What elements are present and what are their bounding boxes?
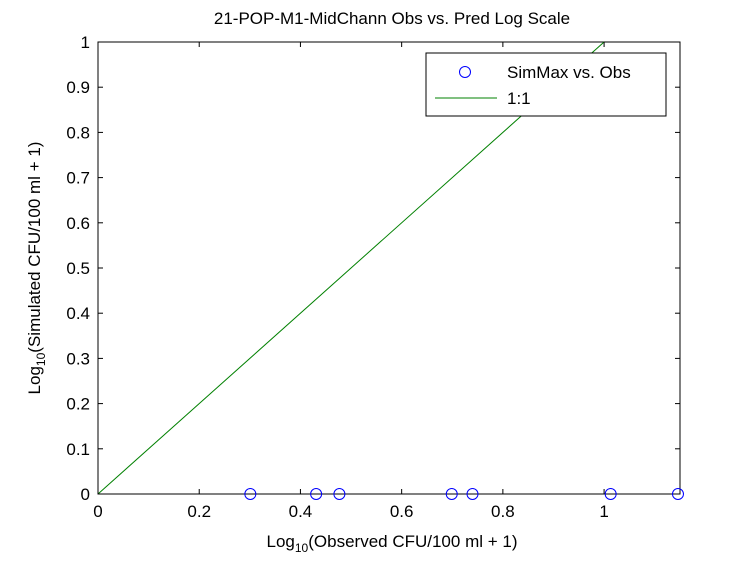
data-point: [604, 488, 617, 500]
y-tick-label: 0.9: [66, 78, 90, 97]
y-tick-label: 0.8: [66, 123, 90, 142]
legend: SimMax vs. Obs 1:1: [425, 52, 667, 117]
x-tick-label: 0.6: [390, 502, 414, 521]
x-tick-label: 0.8: [491, 502, 515, 521]
legend-label-simmax: SimMax vs. Obs: [507, 63, 631, 82]
y-tick-label: 0: [81, 485, 90, 504]
x-ticks: 0 0.2 0.4 0.6 0.8 1: [93, 42, 609, 521]
y-tick-label: 0.5: [66, 259, 90, 278]
y-axis-title: Log10(Simulated CFU/100 ml + 1): [25, 142, 48, 395]
data-point: [671, 488, 684, 500]
y-ticks: 0 0.1 0.2 0.3 0.4 0.5 0.6 0.7 0.8 0.9 1: [66, 33, 680, 504]
one-to-one-line: [97, 41, 605, 495]
data-point: [333, 488, 346, 500]
x-tick-label: 0: [93, 502, 102, 521]
plot-frame: [97, 41, 681, 495]
x-axis-title: Log10(Observed CFU/100 ml + 1): [267, 532, 518, 555]
data-point: [466, 488, 479, 500]
y-tick-label: 1: [81, 33, 90, 52]
y-tick-label: 0.2: [66, 395, 90, 414]
series-layer: [97, 41, 684, 500]
legend-label-one-to-one: 1:1: [507, 89, 531, 108]
data-point: [445, 488, 458, 500]
y-tick-label: 0.3: [66, 349, 90, 368]
y-tick-label: 0.4: [66, 304, 90, 323]
x-tick-label: 1: [599, 502, 608, 521]
y-tick-label: 0.6: [66, 214, 90, 233]
chart-title: 21-POP-M1-MidChann Obs vs. Pred Log Scal…: [214, 9, 570, 28]
y-tick-label: 0.1: [66, 440, 90, 459]
y-tick-label: 0.7: [66, 169, 90, 188]
plot-area: 0 0.2 0.4 0.6 0.8 1 0 0.1 0.2 0.3 0.4 0.5 0.6 0.7 0.8…: [66, 33, 684, 521]
data-point: [310, 488, 323, 500]
legend-marker-simmax: [459, 66, 471, 78]
data-point: [244, 488, 257, 500]
x-tick-label: 0.4: [289, 502, 313, 521]
x-tick-label: 0.2: [187, 502, 211, 521]
legend-box: [425, 52, 667, 117]
